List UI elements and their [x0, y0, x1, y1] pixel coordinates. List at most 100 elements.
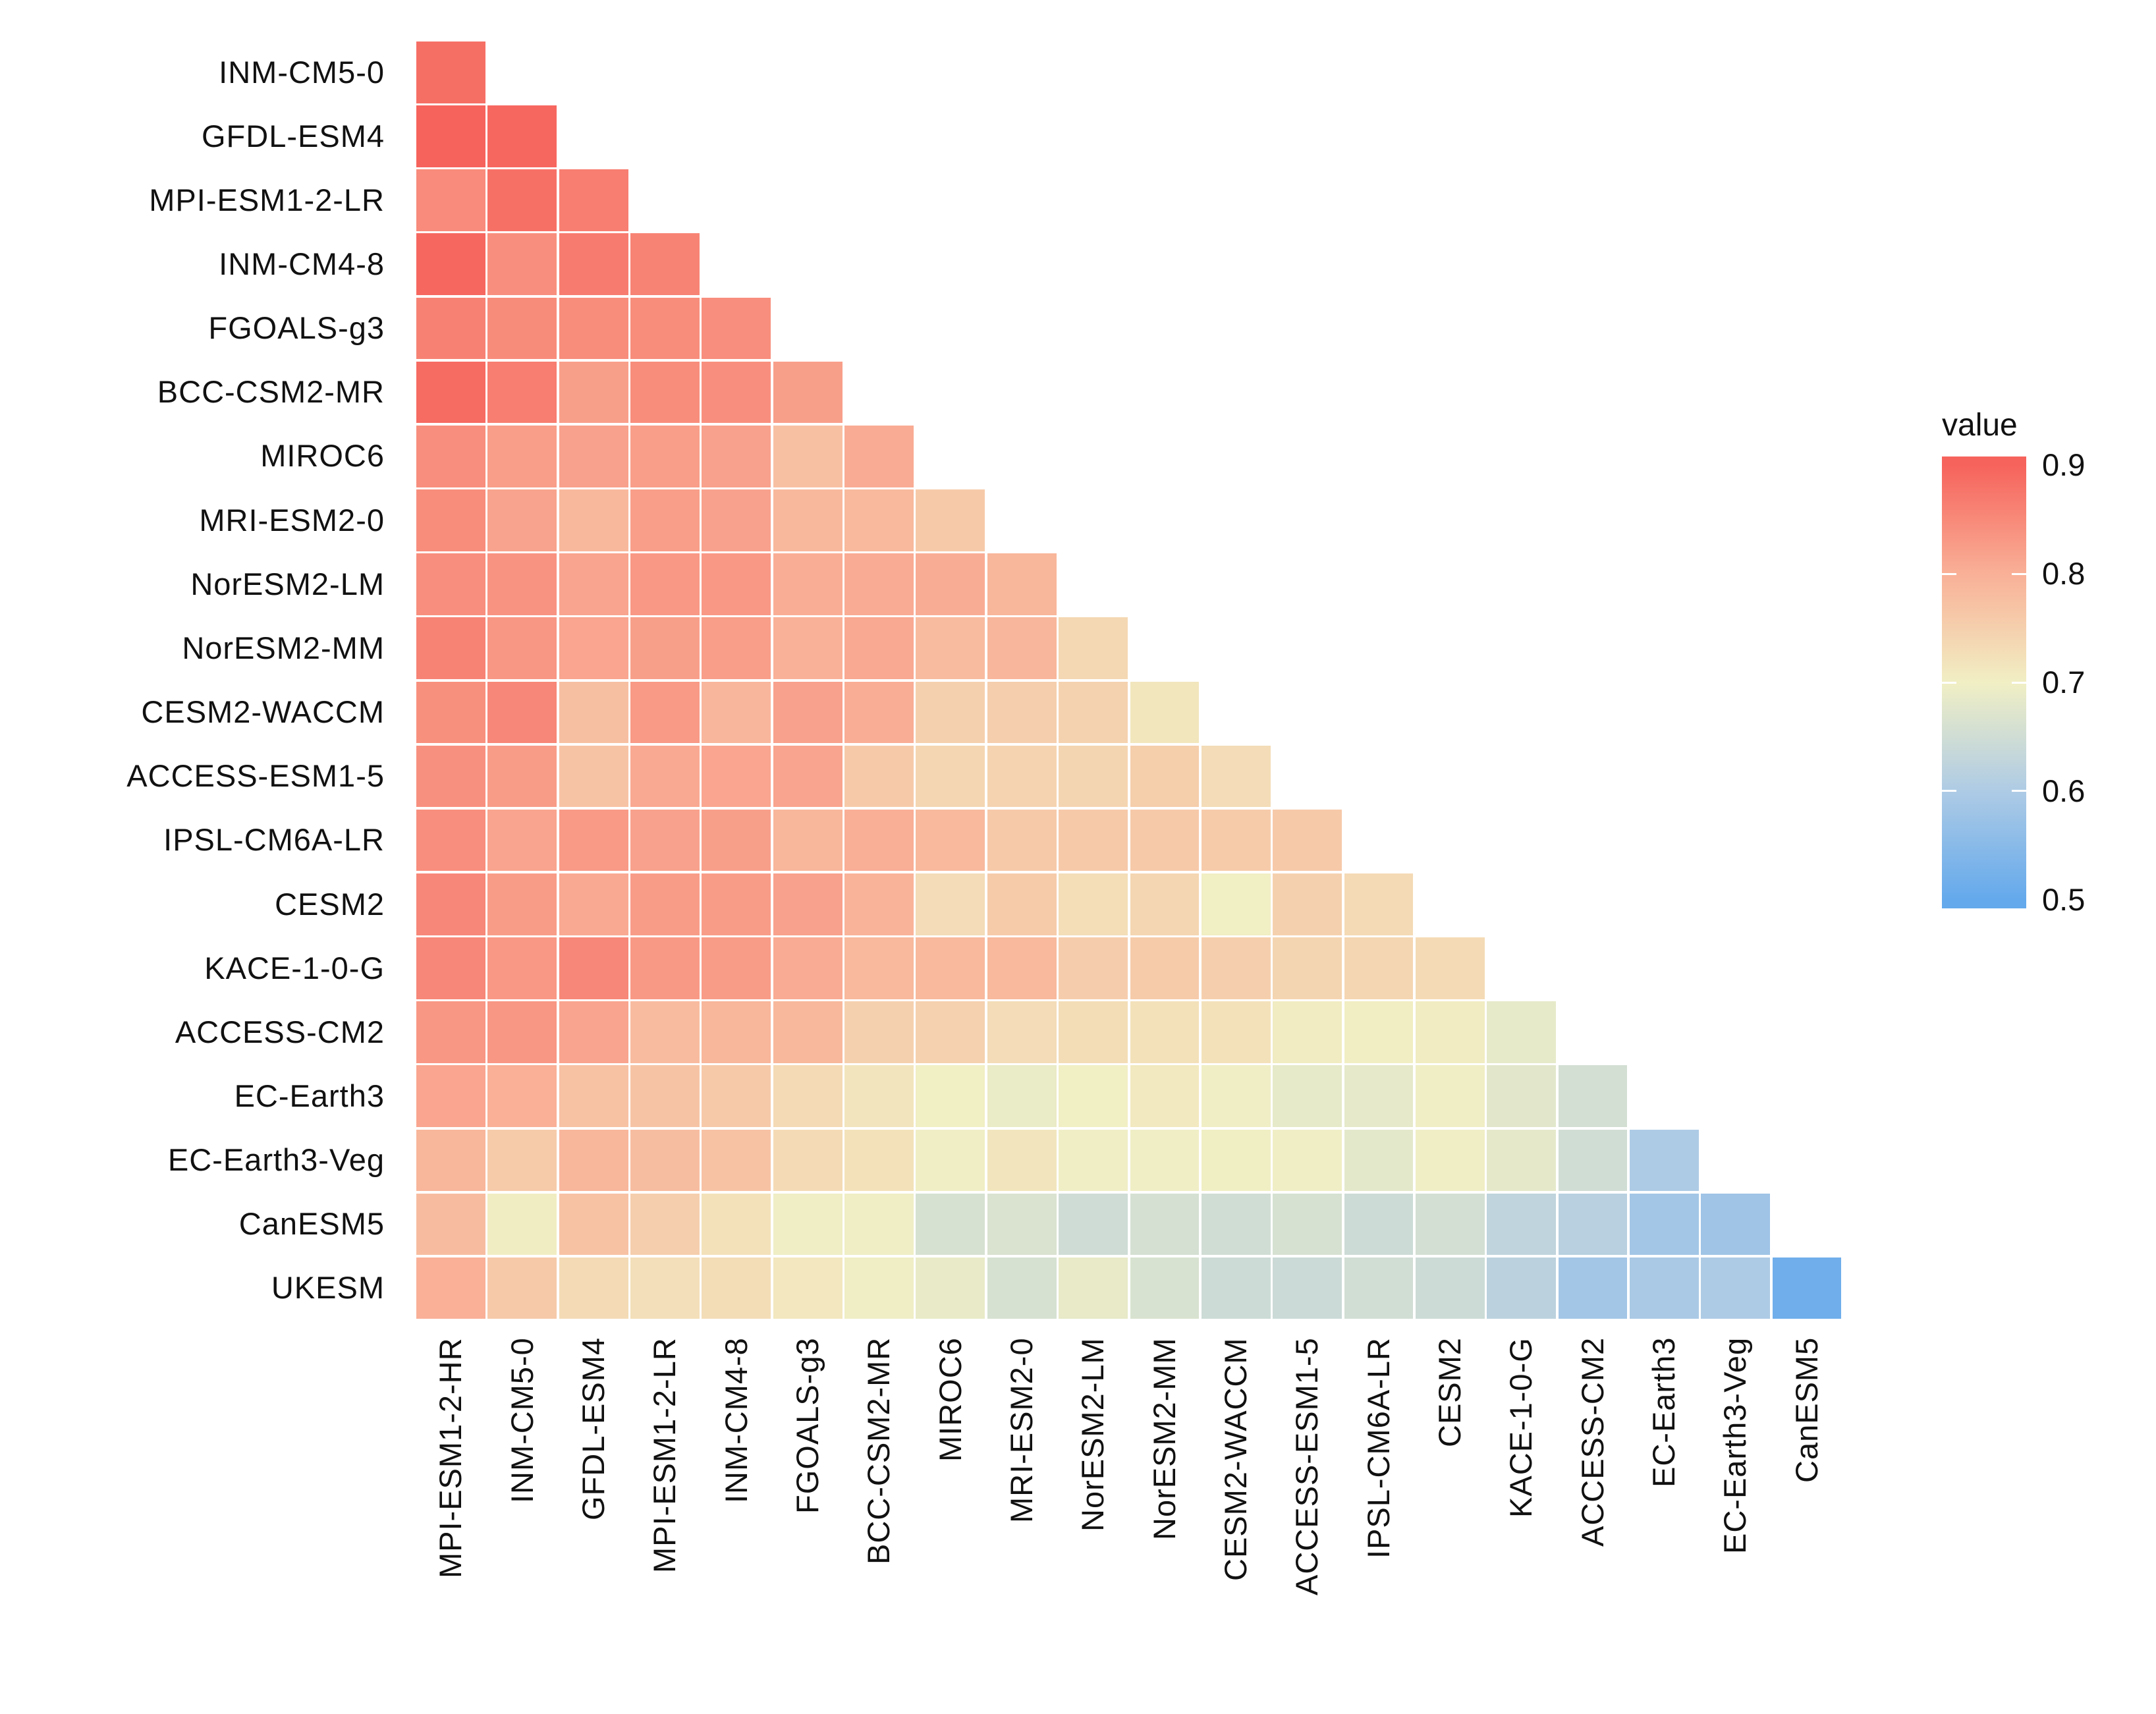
legend-tick-mark: [2012, 572, 2026, 575]
heatmap-cell: [771, 1064, 844, 1129]
heatmap-cell: [914, 680, 987, 745]
heatmap-cell: [843, 1000, 915, 1064]
x-axis-label: FGOALS-g3: [789, 1337, 825, 1514]
heatmap-cell: [914, 1064, 987, 1129]
heatmap-cell: [1128, 936, 1201, 1001]
heatmap-cell: [1200, 808, 1272, 873]
heatmap-cell: [557, 1000, 630, 1064]
heatmap-cell: [486, 1000, 559, 1064]
heatmap-cell: [771, 808, 844, 873]
y-axis-label: MRI-ESM2-0: [199, 502, 385, 538]
heatmap-cell: [1485, 1192, 1558, 1257]
heatmap-cell: [1128, 1192, 1201, 1257]
heatmap-cell: [843, 936, 915, 1001]
x-axis-label: CESM2: [1432, 1337, 1468, 1447]
x-axis-label: ACCESS-CM2: [1574, 1337, 1610, 1547]
heatmap-cell: [629, 552, 701, 617]
heatmap-cell: [914, 936, 987, 1001]
heatmap-cell: [1200, 871, 1272, 937]
x-axis-label: CanESM5: [1788, 1337, 1824, 1483]
heatmap-cell: [629, 616, 701, 680]
heatmap-cell: [557, 871, 630, 937]
heatmap-cell: [700, 1128, 773, 1193]
heatmap-cell: [629, 936, 701, 1001]
heatmap-cell: [486, 104, 559, 169]
heatmap-cell: [486, 616, 559, 680]
heatmap-cell: [486, 871, 559, 937]
heatmap-cell: [486, 744, 559, 809]
heatmap-cell: [486, 552, 559, 617]
heatmap-cell: [1342, 1192, 1415, 1257]
heatmap-cell: [1771, 1256, 1843, 1321]
legend-tick-mark: [2012, 681, 2026, 684]
heatmap-cell: [914, 744, 987, 809]
heatmap-cell: [914, 1192, 987, 1257]
heatmap-cell: [843, 488, 915, 553]
heatmap-cell: [629, 808, 701, 873]
heatmap-cell: [985, 1192, 1058, 1257]
x-axis-label: ACCESS-ESM1-5: [1289, 1337, 1325, 1595]
heatmap-cell: [557, 616, 630, 680]
heatmap-cell: [557, 296, 630, 361]
y-axis-label: KACE-1-0-G: [204, 950, 385, 985]
heatmap-cell: [557, 552, 630, 617]
y-axis-label: UKESM: [271, 1270, 385, 1306]
x-axis-label: MIROC6: [932, 1337, 968, 1462]
heatmap-cell: [843, 871, 915, 937]
x-axis-label: CESM2-WACCM: [1218, 1337, 1254, 1581]
heatmap-cell: [843, 1192, 915, 1257]
heatmap-cell: [700, 616, 773, 680]
legend-tick-mark: [1942, 790, 1956, 792]
heatmap-cell: [1414, 1064, 1486, 1129]
heatmap-cell: [557, 1256, 630, 1321]
heatmap-cell: [1557, 1192, 1629, 1257]
heatmap-cell: [1414, 1000, 1486, 1064]
heatmap-cell: [843, 808, 915, 873]
heatmap-cell: [914, 871, 987, 937]
x-axis-label: EC-Earth3: [1646, 1337, 1682, 1488]
heatmap-cell: [1057, 808, 1129, 873]
heatmap-cell: [771, 680, 844, 745]
heatmap-cell: [843, 1256, 915, 1321]
heatmap-cell: [415, 104, 487, 169]
heatmap-cell: [843, 616, 915, 680]
heatmap-cell: [700, 871, 773, 937]
heatmap-cell: [415, 488, 487, 553]
heatmap-cell: [1200, 1000, 1272, 1064]
x-axis-label: GFDL-ESM4: [575, 1337, 611, 1520]
legend-tick-label: 0.7: [2042, 665, 2086, 700]
heatmap-cell: [486, 488, 559, 553]
heatmap-cell: [1128, 1256, 1201, 1321]
heatmap-cell: [771, 1256, 844, 1321]
heatmap-cell: [415, 232, 487, 297]
heatmap-cell: [985, 680, 1058, 745]
y-axis-label: MIROC6: [260, 438, 385, 474]
heatmap-cell: [843, 744, 915, 809]
heatmap-cell: [557, 360, 630, 425]
heatmap-cell: [1271, 808, 1344, 873]
heatmap-cell: [1700, 1256, 1772, 1321]
heatmap-cell: [486, 1064, 559, 1129]
legend-tick-label: 0.5: [2042, 881, 2086, 917]
heatmap-cell: [985, 1064, 1058, 1129]
heatmap-cell: [771, 871, 844, 937]
x-axis-label: INM-CM5-0: [504, 1337, 539, 1503]
heatmap-cell: [1557, 1064, 1629, 1129]
heatmap-cell: [629, 1064, 701, 1129]
y-axis-label: INM-CM4-8: [219, 246, 385, 282]
heatmap-cell: [486, 680, 559, 745]
y-axis-label: MPI-ESM1-2-LR: [149, 182, 385, 217]
heatmap-cell: [700, 552, 773, 617]
heatmap-cell: [486, 808, 559, 873]
heatmap-cell: [415, 616, 487, 680]
heatmap-cell: [1485, 1064, 1558, 1129]
heatmap-cell: [415, 1064, 487, 1129]
heatmap-cell: [629, 1000, 701, 1064]
heatmap-cell: [700, 1256, 773, 1321]
x-axis-label: EC-Earth3-Veg: [1717, 1337, 1753, 1555]
heatmap-cell: [1128, 1064, 1201, 1129]
heatmap-cell: [486, 1256, 559, 1321]
heatmap-cell: [629, 871, 701, 937]
heatmap-cell: [700, 296, 773, 361]
heatmap-cell: [415, 936, 487, 1001]
